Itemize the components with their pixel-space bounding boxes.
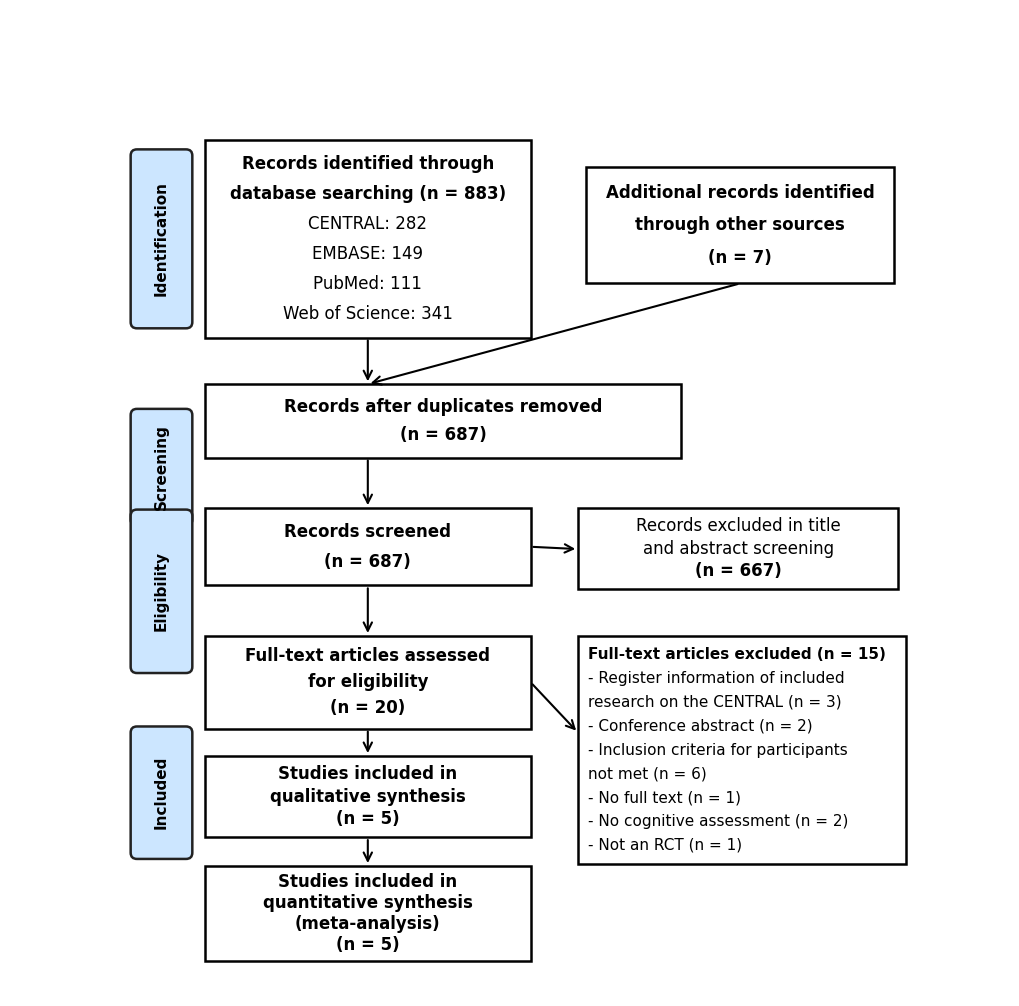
- Text: Additional records identified: Additional records identified: [605, 184, 873, 202]
- Text: - No full text (n = 1): - No full text (n = 1): [587, 790, 740, 805]
- FancyBboxPatch shape: [130, 726, 193, 859]
- Text: (n = 687): (n = 687): [399, 426, 486, 444]
- Text: - Conference abstract (n = 2): - Conference abstract (n = 2): [587, 719, 811, 733]
- Bar: [205, 140, 530, 338]
- Bar: [205, 756, 530, 837]
- Text: Records excluded in title: Records excluded in title: [635, 517, 840, 535]
- FancyBboxPatch shape: [130, 149, 193, 328]
- Text: (meta-analysis): (meta-analysis): [294, 914, 440, 933]
- Text: - No cognitive assessment (n = 2): - No cognitive assessment (n = 2): [587, 814, 847, 829]
- Text: Records after duplicates removed: Records after duplicates removed: [283, 397, 601, 415]
- Text: Full-text articles excluded (n = 15): Full-text articles excluded (n = 15): [587, 648, 884, 662]
- Text: (n = 5): (n = 5): [335, 810, 399, 828]
- Text: Full-text articles assessed: Full-text articles assessed: [246, 648, 490, 666]
- Text: not met (n = 6): not met (n = 6): [587, 767, 705, 782]
- Text: (n = 20): (n = 20): [330, 699, 405, 717]
- Text: (n = 687): (n = 687): [324, 552, 411, 570]
- Bar: [578, 636, 905, 864]
- Text: (n = 667): (n = 667): [694, 562, 781, 580]
- Text: quantitative synthesis: quantitative synthesis: [263, 894, 472, 912]
- Text: PubMed: 111: PubMed: 111: [313, 275, 422, 293]
- Bar: [585, 167, 894, 284]
- Text: through other sources: through other sources: [635, 216, 844, 234]
- Text: Records screened: Records screened: [284, 523, 450, 541]
- Text: Screening: Screening: [154, 425, 169, 510]
- Text: Records identified through: Records identified through: [242, 155, 493, 173]
- Text: - Inclusion criteria for participants: - Inclusion criteria for participants: [587, 742, 847, 758]
- Bar: [205, 508, 530, 585]
- Text: (n = 5): (n = 5): [335, 936, 399, 954]
- Text: Web of Science: 341: Web of Science: 341: [282, 305, 452, 323]
- Text: for eligibility: for eligibility: [308, 673, 428, 691]
- Bar: [205, 384, 681, 458]
- Bar: [205, 636, 530, 728]
- Text: qualitative synthesis: qualitative synthesis: [270, 788, 466, 806]
- Text: - Register information of included: - Register information of included: [587, 671, 844, 686]
- Text: and abstract screening: and abstract screening: [642, 539, 833, 557]
- Bar: [578, 508, 898, 590]
- Text: Included: Included: [154, 757, 169, 829]
- Text: (n = 7): (n = 7): [707, 248, 771, 267]
- Text: Studies included in: Studies included in: [278, 765, 457, 783]
- Text: Identification: Identification: [154, 181, 169, 297]
- Text: CENTRAL: 282: CENTRAL: 282: [308, 215, 427, 232]
- Text: Studies included in: Studies included in: [278, 873, 457, 891]
- Text: EMBASE: 149: EMBASE: 149: [312, 244, 423, 263]
- Text: database searching (n = 883): database searching (n = 883): [229, 185, 505, 203]
- Text: Eligibility: Eligibility: [154, 551, 169, 632]
- FancyBboxPatch shape: [130, 408, 193, 526]
- Bar: [205, 866, 530, 961]
- Text: - Not an RCT (n = 1): - Not an RCT (n = 1): [587, 838, 741, 853]
- FancyBboxPatch shape: [130, 510, 193, 673]
- Text: research on the CENTRAL (n = 3): research on the CENTRAL (n = 3): [587, 695, 841, 710]
